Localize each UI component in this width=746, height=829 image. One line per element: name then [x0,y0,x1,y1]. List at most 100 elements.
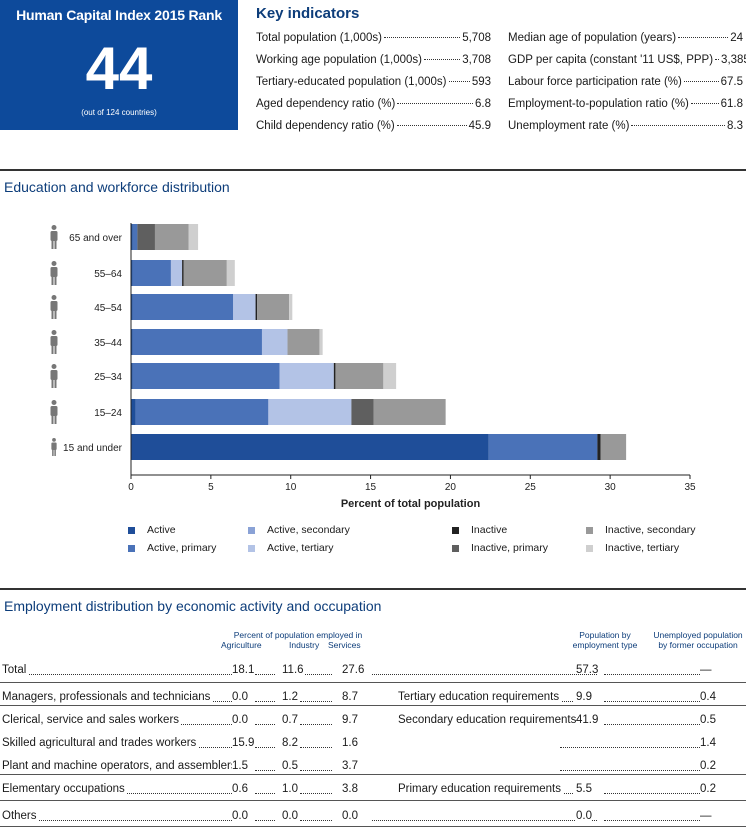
employment-header-type: Population by employment type [572,630,638,650]
dot-leader [300,674,332,675]
occupation-label: Total [2,664,29,676]
dot-leader [372,674,597,675]
dot-leader [2,674,232,675]
education-title: Education and workforce distribution [4,179,230,195]
table-divider [0,826,746,827]
legend-item: Active, secondary [248,524,350,536]
dot-leader [255,793,275,794]
indicator-value: 61.8 [720,98,743,110]
indicator-value: 45.9 [468,120,491,132]
bar-segment [268,399,352,425]
bar-segment [131,224,133,250]
table-row: Total 18.1 11.6 27.6 57.3 — [0,660,746,682]
legend-item: Inactive, tertiary [586,542,679,554]
legend-label: Inactive, secondary [605,524,696,536]
legend-swatch [586,544,593,552]
legend-label: Inactive [471,524,508,536]
indicator-row: Total population (1,000s) 5,708 [256,32,491,54]
indicator-label: Total population (1,000s) [256,32,382,44]
dot-leader [255,820,275,821]
dot-leader [383,37,461,38]
bar-segment [132,224,138,250]
dot-leader [396,125,467,126]
indicator-label: Median age of population (years) [508,32,677,44]
indicator-label: Unemployment rate (%) [508,120,630,132]
x-tick-label: 25 [525,482,537,493]
dot-leader [300,820,332,821]
indicator-label: Aged dependency ratio (%) [256,98,396,110]
legend-item: Inactive, secondary [586,524,695,536]
table-row: Elementary occupations 0.6 1.0 3.8 Primary e… [0,779,746,801]
bar-segment [131,294,133,320]
dot-leader [255,747,275,748]
bar-segment [131,399,136,425]
bar-segment [154,224,189,250]
indicator-row: Labour force participation rate (%) 67.5 [508,76,743,98]
legend-swatch [586,526,593,534]
rank-value: 44 [85,35,153,102]
bar-segment [132,260,171,286]
industry-value: 0.7 [282,714,298,726]
legend-swatch [248,544,255,552]
services-value: 3.7 [342,760,358,772]
services-value: 9.7 [342,714,358,726]
bar-segment [226,260,235,286]
unemployed-value: 0.4 [700,691,716,703]
indicator-row: Unemployment rate (%) 8.3 [508,120,743,142]
occupation-label: Clerical, service and sales workers [2,714,182,726]
bar-segment [132,294,234,320]
indicator-label: Labour force participation rate (%) [508,76,682,88]
unemployed-value: 0.2 [700,760,716,772]
person-icon [51,438,57,456]
employment-header-unemployed: Unemployed population by former occupati… [653,630,743,650]
bar-segment [333,363,336,389]
indicator-row: Working age population (1,000s) 3,708 [256,54,491,76]
industry-value: 1.0 [282,783,298,795]
legend-label: Active, secondary [267,524,350,536]
indicator-label: Tertiary-educated population (1,000s) [256,76,447,88]
occupation-label: Plant and machine operators, and assembl… [2,760,239,772]
indicator-value: 24 [730,32,743,44]
person-icon [50,400,58,424]
agriculture-value: 0.0 [232,691,248,703]
bar-segment [383,363,397,389]
indicator-label: GDP per capita (constant '11 US$, PPP) [508,54,714,66]
employment-type-value: 57.3 [576,664,599,676]
legend-swatch [128,526,135,534]
agriculture-value: 0.0 [232,714,248,726]
education-chart: 65 and over 55–64 45–54 35–44 25–34 15–24 15 a… [50,223,696,510]
bar-segment [600,434,627,460]
services-value: 1.6 [342,737,358,749]
category-label: 55–64 [94,269,122,280]
indicator-label: Child dependency ratio (%) [256,120,395,132]
bar-segment [137,224,155,250]
table-row: Plant and machine operators, and assembl… [0,756,746,778]
education-requirement-label: Primary education requirements [398,783,563,795]
legend-label: Active, tertiary [267,542,334,554]
employment-title: Employment distribution by economic acti… [4,598,382,614]
bar-segment [319,329,323,355]
category-label: 15 and under [63,443,123,454]
services-value: 8.7 [342,691,358,703]
bar-segment [135,399,269,425]
x-axis-label: Percent of total population [341,498,481,510]
legend-swatch [452,544,459,552]
industry-value: 1.2 [282,691,298,703]
table-divider [0,682,746,683]
dot-leader [604,701,700,702]
legend-swatch [452,526,459,534]
unemployed-value: — [700,664,712,676]
legend-label: Active [147,524,176,536]
indicator-value: 8.3 [727,120,743,132]
category-label: 35–44 [94,338,122,349]
bar-segment [233,294,256,320]
legend-item: Active, primary [128,542,216,554]
dot-leader [397,103,473,104]
legend-label: Inactive, primary [471,542,549,554]
category-label: 65 and over [69,233,122,244]
services-value: 3.8 [342,783,358,795]
x-tick-label: 15 [365,482,377,493]
category-label: 25–34 [94,372,122,383]
person-icon [50,330,58,354]
key-indicators-title: Key indicators [256,5,360,22]
